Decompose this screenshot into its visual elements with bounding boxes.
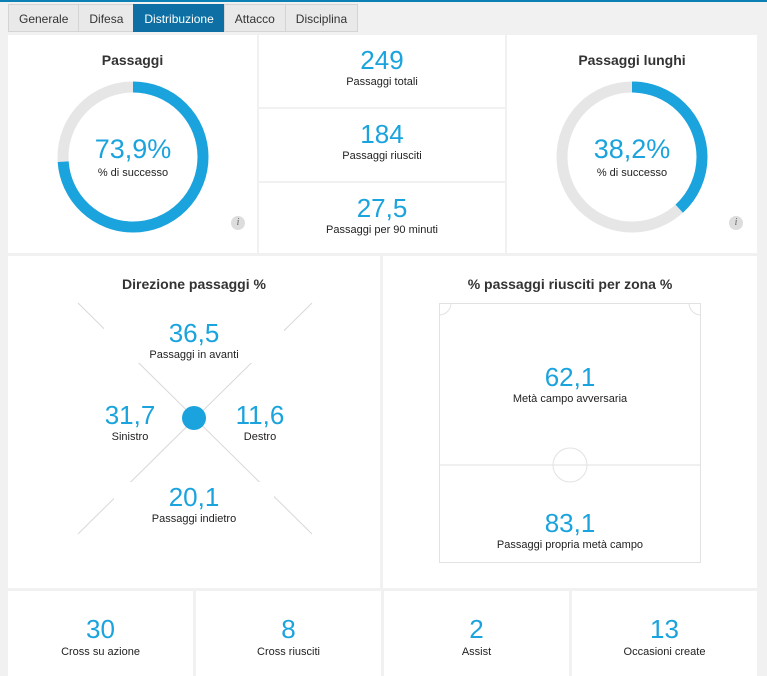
tab-difesa[interactable]: Difesa — [78, 4, 134, 32]
chances-created-label: Occasioni create — [623, 646, 706, 658]
passes-donut-chart — [57, 81, 209, 233]
pitch-diagram — [439, 303, 701, 563]
long-passes-donut-chart — [556, 81, 708, 233]
passes-value: 73,9% — [94, 133, 172, 164]
long-passes-label: % di successo — [596, 166, 668, 179]
pitch-markings — [439, 303, 701, 483]
passes-donut-arc — [57, 81, 209, 233]
long-passes-value: 38,2% — [593, 133, 671, 164]
zones-title: % passaggi riusciti per zona % — [467, 276, 673, 292]
long-passes-title: Passaggi lunghi — [578, 52, 686, 68]
assist-card: 2 Assist — [384, 591, 569, 676]
opponent-half-value: 62,1 — [544, 362, 596, 392]
right-label: Destro — [243, 431, 277, 443]
top-accent-line — [0, 0, 767, 2]
total-passes-card: 249 Passaggi totali — [259, 35, 505, 107]
direction-title: Direzione passaggi % — [122, 276, 266, 292]
chances-created-card: 13 Occasioni create — [572, 591, 757, 676]
left-label: Sinistro — [111, 431, 149, 443]
back-value: 20,1 — [168, 482, 220, 512]
passes-per-90-value: 27,5 — [356, 193, 408, 223]
stats-tabs: Generale Difesa Distribuzione Attacco Di… — [8, 4, 359, 32]
successful-passes-card: 184 Passaggi riusciti — [259, 109, 505, 181]
cross-value: 30 — [86, 614, 115, 644]
long-passes-donut: 38,2% % di successo — [552, 77, 712, 237]
zones-panel: % passaggi riusciti per zona % 62,1 Metà… — [383, 256, 757, 588]
forward-label: Passaggi in avanti — [149, 349, 239, 361]
cross-label: Cross su azione — [61, 646, 140, 658]
passes-title: Passaggi — [101, 52, 164, 68]
own-half-label: Passaggi propria metà campo — [496, 539, 644, 551]
tab-disciplina[interactable]: Disciplina — [284, 4, 359, 32]
direction-center-dot — [182, 406, 206, 430]
right-value: 11,6 — [235, 400, 285, 430]
total-passes-label: Passaggi totali — [346, 76, 418, 88]
direction-panel: Direzione passaggi % 36,5 Passaggi in av… — [8, 256, 380, 588]
successful-passes-label: Passaggi riusciti — [342, 150, 422, 162]
successful-cross-value: 8 — [281, 614, 296, 644]
opponent-half-label: Metà campo avversaria — [512, 393, 628, 405]
long-passes-info-icon[interactable]: i — [729, 216, 743, 230]
tab-attacco[interactable]: Attacco — [223, 4, 285, 32]
chances-created-value: 13 — [650, 614, 679, 644]
left-value: 31,7 — [104, 400, 156, 430]
assist-value: 2 — [469, 614, 484, 644]
tab-distribuzione[interactable]: Distribuzione — [133, 4, 224, 32]
successful-cross-label: Cross riusciti — [257, 646, 320, 658]
long-passes-donut-arc — [556, 81, 708, 233]
passes-donut-text: 73,9% % di successo — [53, 77, 213, 237]
passes-info-icon[interactable]: i — [231, 216, 245, 230]
long-passes-donut-text: 38,2% % di successo — [552, 77, 712, 237]
forward-value: 36,5 — [168, 318, 220, 348]
long-passes-panel: Passaggi lunghi 38,2% % di successo i — [507, 35, 757, 253]
own-half-value: 83,1 — [544, 508, 596, 538]
successful-cross-card: 8 Cross riusciti — [196, 591, 381, 676]
successful-passes-value: 184 — [360, 119, 404, 149]
direction-cross-lines — [77, 302, 313, 535]
cross-card: 30 Cross su azione — [8, 591, 193, 676]
back-label: Passaggi indietro — [151, 513, 237, 525]
passes-per-90-label: Passaggi per 90 minuti — [326, 224, 438, 236]
passes-donut: 73,9% % di successo — [53, 77, 213, 237]
passes-panel: Passaggi 73,9% % di successo i — [8, 35, 257, 253]
tab-generale[interactable]: Generale — [8, 4, 79, 32]
assist-label: Assist — [461, 646, 492, 658]
passes-per-90-card: 27,5 Passaggi per 90 minuti — [259, 183, 505, 253]
total-passes-value: 249 — [360, 45, 404, 75]
passes-label: % di successo — [97, 166, 169, 179]
